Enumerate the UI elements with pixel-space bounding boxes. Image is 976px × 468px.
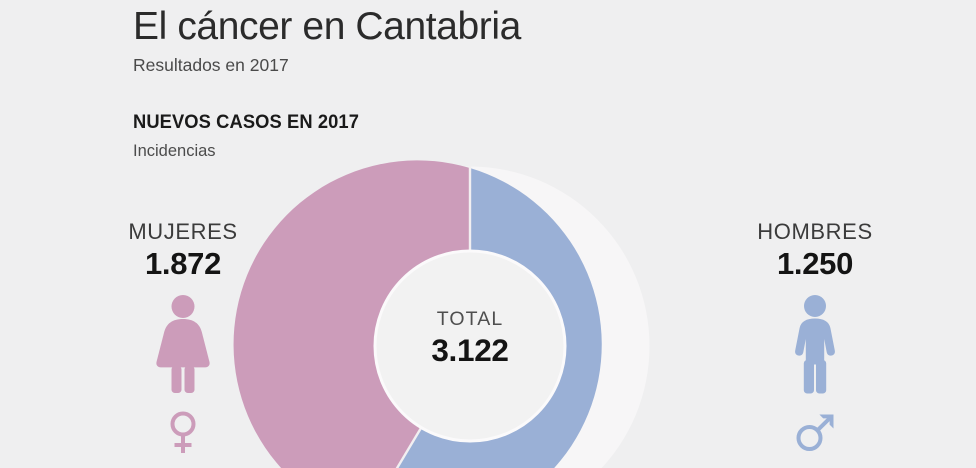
hombres-label: HOMBRES [757, 219, 873, 244]
mujeres-label: MUJERES [128, 219, 238, 244]
donut-center-label: TOTAL 3.122 [370, 308, 570, 369]
woman-figure-icon [68, 294, 298, 394]
page-title: El cáncer en Cantabria [133, 5, 521, 48]
section-title: NUEVOS CASOS EN 2017 [133, 111, 359, 133]
mujeres-value: 1.872 [144, 246, 222, 281]
stat-panel-hombres: HOMBRES 1.250 [700, 219, 930, 458]
page-subtitle: Resultados en 2017 [133, 55, 289, 75]
total-word: TOTAL [436, 308, 504, 330]
page-header: El cáncer en Cantabria Resultados en 201… [133, 4, 833, 76]
mars-symbol-icon [700, 410, 930, 458]
hombres-value: 1.250 [776, 246, 854, 281]
stat-panel-mujeres: MUJERES 1.872 [68, 219, 298, 458]
venus-symbol-icon [68, 410, 298, 458]
total-value: 3.122 [431, 332, 509, 368]
section-header: NUEVOS CASOS EN 2017 Incidencias [133, 110, 833, 162]
section-subtitle: Incidencias [133, 142, 216, 160]
man-figure-icon [700, 294, 930, 394]
